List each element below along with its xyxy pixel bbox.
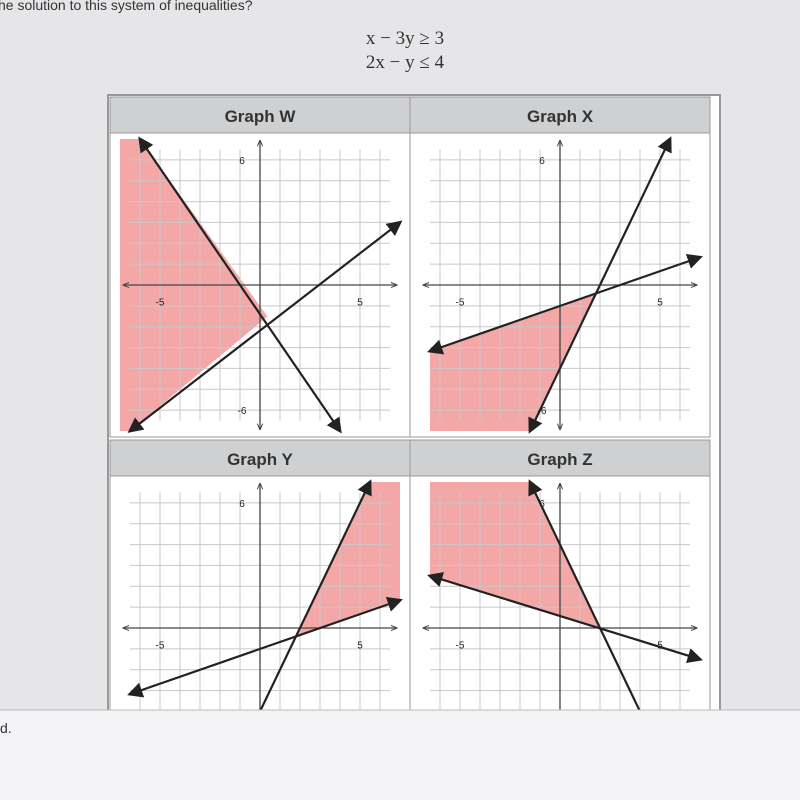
axis-label: 5 [657, 641, 663, 652]
axis-label: 5 [657, 298, 663, 309]
bottom-bar [0, 710, 800, 800]
boundary-line [427, 572, 703, 664]
axis-label: 6 [239, 156, 245, 167]
axis-label: -5 [456, 298, 465, 309]
axis-label: 6 [239, 499, 245, 510]
graph-title: Graph W [225, 107, 297, 126]
axis-label: -5 [156, 298, 165, 309]
graph-title: Graph X [527, 107, 594, 126]
axis-label: -6 [238, 406, 247, 417]
axis-label: 6 [539, 156, 545, 167]
axis-label: -6 [538, 406, 547, 417]
graph-title: Graph Z [527, 450, 592, 469]
boundary-line [127, 220, 403, 433]
graph-panel: Graph W 6 -5 5 -6 [109, 96, 411, 438]
axis-label: 5 [357, 298, 363, 309]
boundary-line [427, 254, 703, 355]
inequality: x − 3y ≥ 3 [366, 28, 444, 49]
axis-label: -5 [156, 641, 165, 652]
panel-header [109, 96, 411, 134]
graph-title: Graph Y [227, 450, 293, 469]
panel-header [109, 439, 411, 477]
boundary-line [127, 597, 403, 698]
graph-panel: Graph X 6 -5 5 -6 [409, 96, 711, 438]
question: he solution to this system of inequaliti… [0, 0, 253, 13]
axis-label: 5 [357, 641, 363, 652]
axis-label: -5 [456, 641, 465, 652]
axis-label: 6 [539, 499, 545, 510]
inequality: 2x − y ≤ 4 [366, 52, 445, 73]
panel-header [409, 439, 711, 477]
footer-text: d. [0, 720, 12, 736]
panel-header [409, 96, 711, 134]
